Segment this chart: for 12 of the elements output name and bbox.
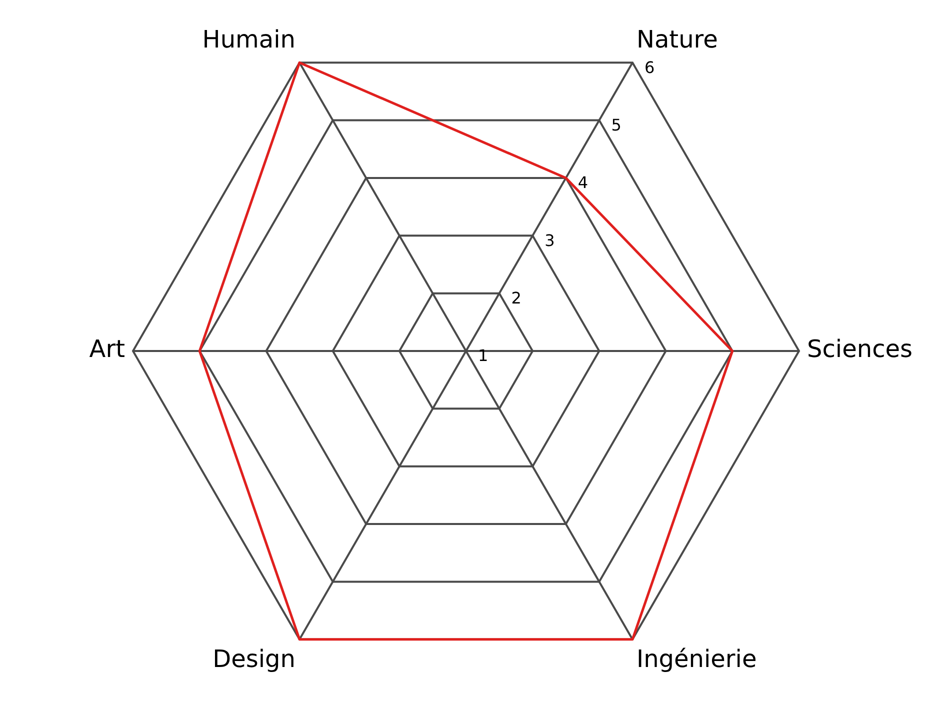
y-tick-label: 5: [611, 115, 622, 134]
spoke-label: Design: [212, 644, 296, 673]
y-tick-label: 1: [478, 346, 488, 366]
y-tick-label: 2: [511, 288, 522, 308]
y-tick-label: 3: [544, 230, 555, 250]
y-tick-label: 6: [644, 58, 655, 77]
spoke-label: Nature: [636, 26, 718, 54]
spoke-label: Humain: [202, 26, 296, 54]
y-tick-label: 4: [578, 173, 588, 192]
spoke-label: Sciences: [807, 335, 913, 364]
spoke-label: Ingénierie: [636, 644, 757, 673]
spoke-label: Art: [89, 335, 125, 364]
